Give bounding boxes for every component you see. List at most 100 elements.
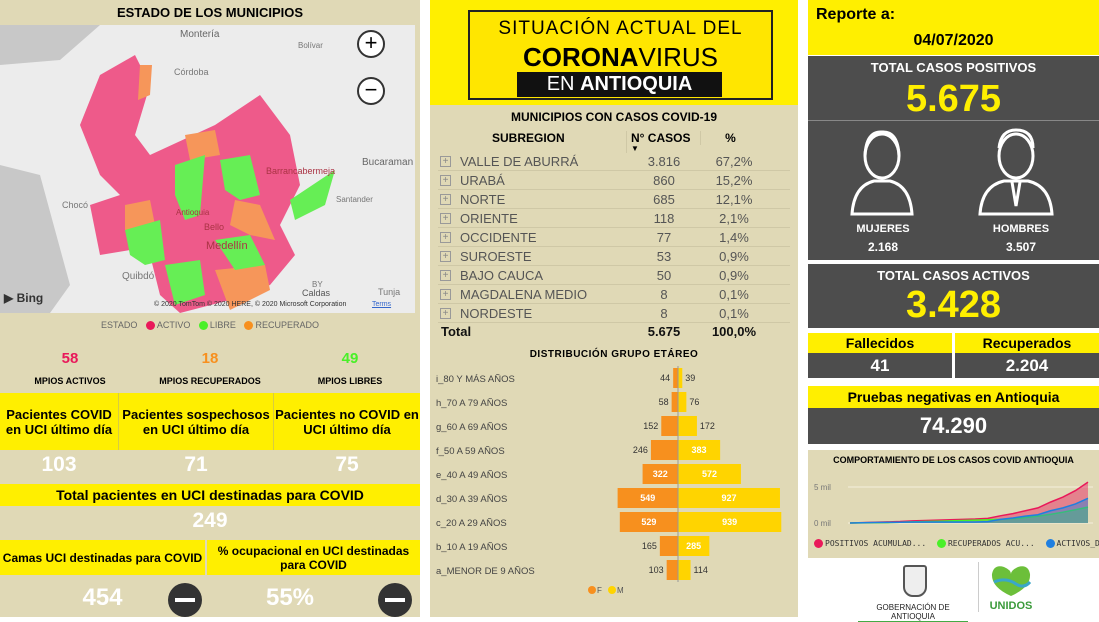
data-label-m: 114 [694, 565, 708, 575]
banner-en: EN [546, 73, 581, 95]
bar-f[interactable] [666, 560, 678, 580]
table-row[interactable]: + VALLE DE ABURRÁ 3.816 67,2% [438, 152, 790, 171]
activo-dot-icon [145, 321, 155, 331]
table-row[interactable]: + SUROESTE 53 0,9% [438, 247, 790, 266]
mpios-activos-value: 58 [61, 350, 79, 367]
y-tick-label: 5 mil [814, 483, 831, 492]
map-label: Tunja [378, 287, 401, 297]
casos-value: 50 [656, 268, 672, 283]
table-row[interactable]: + MAGDALENA MEDIO 8 0,1% [438, 285, 790, 304]
bar-f[interactable] [671, 392, 678, 412]
expand-icon[interactable]: + [440, 289, 451, 300]
data-label-m: 572 [702, 469, 717, 479]
gobernacion-logo: GOBERNACIÓN DE ANTIOQUIA [858, 562, 968, 622]
table-row[interactable]: + NORTE 685 12,1% [438, 190, 790, 209]
expand-icon[interactable]: + [440, 232, 451, 243]
map-label: Barrancabermeja [266, 166, 336, 176]
bar-m[interactable] [678, 536, 710, 556]
casos-value: 3.816 [647, 154, 681, 169]
mpios-activos-label: MPIOS ACTIVOS [34, 376, 106, 386]
bar-m[interactable] [678, 392, 687, 412]
percent-value: 0,1% [719, 306, 749, 321]
bar-f[interactable] [617, 488, 678, 508]
data-label-f: 529 [641, 517, 656, 527]
report-date: 04/07/2020 [913, 32, 994, 49]
bar-f[interactable] [619, 512, 678, 532]
casos-value: 860 [653, 173, 675, 188]
bar-f[interactable] [650, 440, 678, 460]
sort-desc-icon: ▼ [631, 144, 639, 153]
expand-icon[interactable]: + [440, 156, 451, 167]
fallecidos-label: Fallecidos [808, 333, 952, 353]
positivos-label: TOTAL CASOS POSITIVOS [870, 60, 1037, 75]
table-row[interactable]: + OCCIDENTE 77 1,4% [438, 228, 790, 247]
uci-no-covid-value: 75 [335, 453, 359, 476]
bar-f[interactable] [642, 464, 678, 484]
table-row[interactable]: + URABÁ 860 15,2% [438, 171, 790, 190]
map-label: Bucaraman [362, 157, 414, 168]
bar-f[interactable] [659, 536, 678, 556]
zoom-in-button[interactable]: + [357, 30, 385, 58]
legend-title: ESTADO [101, 320, 138, 330]
woman-icon [850, 130, 914, 216]
age-category-label: a_MENOR DE 9 AÑOS [436, 566, 535, 577]
casos-value: 53 [656, 249, 672, 264]
map-label: Caldas [300, 288, 333, 298]
bar-m[interactable] [678, 440, 721, 460]
legend-item[interactable]: RECUPERADOS ACU... [947, 539, 1035, 548]
column-header-percent[interactable]: % [700, 131, 760, 145]
percent-value: 12,1% [715, 192, 753, 207]
map[interactable]: Montería Bolívar Córdoba Bucaraman Barra… [0, 25, 415, 313]
legend-item[interactable]: LIBRE [209, 320, 236, 330]
expand-icon[interactable]: + [440, 213, 451, 224]
column-header-subregion[interactable]: SUBREGION [492, 131, 565, 145]
table-row[interactable]: + ORIENTE 118 2,1% [438, 209, 790, 228]
data-label-f: 322 [653, 469, 668, 479]
table-row[interactable]: + BAJO CAUCA 50 0,9% [438, 266, 790, 285]
uci-no-covid-label: Pacientes no COVID en UCI último día [275, 406, 419, 437]
legend-f[interactable]: F [597, 586, 602, 595]
activos-dot-icon [1045, 539, 1055, 548]
hospital-bed-icon [378, 583, 412, 617]
age-category-label: c_20 A 29 AÑOS [436, 518, 507, 529]
column-header-casos[interactable]: N° CASOS ▼ [626, 131, 698, 153]
series-line[interactable] [849, 497, 1089, 524]
legend-item[interactable]: RECUPERADO [255, 320, 319, 330]
data-label-f: 152 [643, 421, 658, 431]
bar-m[interactable] [678, 416, 697, 436]
expand-icon[interactable]: + [440, 270, 451, 281]
expand-icon[interactable]: + [440, 308, 451, 319]
legend-item[interactable]: ACTIVO [156, 320, 191, 330]
banner-box: SITUACIÓN ACTUAL DEL CORONAVIRUS EN ANTI… [468, 10, 773, 100]
expand-icon[interactable]: + [440, 175, 451, 186]
recuperados-dot-icon [936, 539, 946, 548]
bar-f[interactable] [661, 416, 678, 436]
subregion-name: SUROESTE [460, 249, 532, 264]
subregion-name: NORTE [460, 192, 506, 207]
legend-item[interactable]: ACTIVOS_DÍA [1056, 539, 1099, 548]
expand-icon[interactable]: + [440, 194, 451, 205]
bar-m[interactable] [678, 464, 741, 484]
total-label: Total [441, 324, 472, 339]
legend-item[interactable]: POSITIVOS ACUMULAD... [825, 539, 927, 548]
casos-value: 77 [656, 230, 672, 245]
bar-f[interactable] [673, 368, 678, 388]
mpios-recuperados-label: MPIOS RECUPERADOS [159, 376, 261, 386]
zoom-out-button[interactable]: − [357, 77, 385, 105]
y-tick-label: 0 mil [814, 519, 831, 528]
table-row[interactable]: + NORDESTE 8 0,1% [438, 304, 790, 323]
mpios-libres-value: 49 [341, 350, 359, 367]
percent-value: 0,1% [719, 287, 749, 302]
bar-m[interactable] [678, 368, 683, 388]
data-label-m: 927 [721, 493, 736, 503]
terms-link[interactable]: Terms [372, 301, 392, 308]
table-title: MUNICIPIOS CON CASOS COVID-19 [510, 110, 718, 124]
trend-title: COMPORTAMIENTO DE LOS CASOS COVID ANTIOQ… [833, 455, 1074, 465]
bar-m[interactable] [678, 560, 691, 580]
legend-m[interactable]: M [617, 586, 624, 595]
table-total-row: Total 5.675 100,0% [438, 322, 790, 341]
bar-m[interactable] [678, 488, 780, 508]
expand-icon[interactable]: + [440, 251, 451, 262]
subregion-name: URABÁ [460, 173, 505, 188]
bar-m[interactable] [678, 512, 782, 532]
